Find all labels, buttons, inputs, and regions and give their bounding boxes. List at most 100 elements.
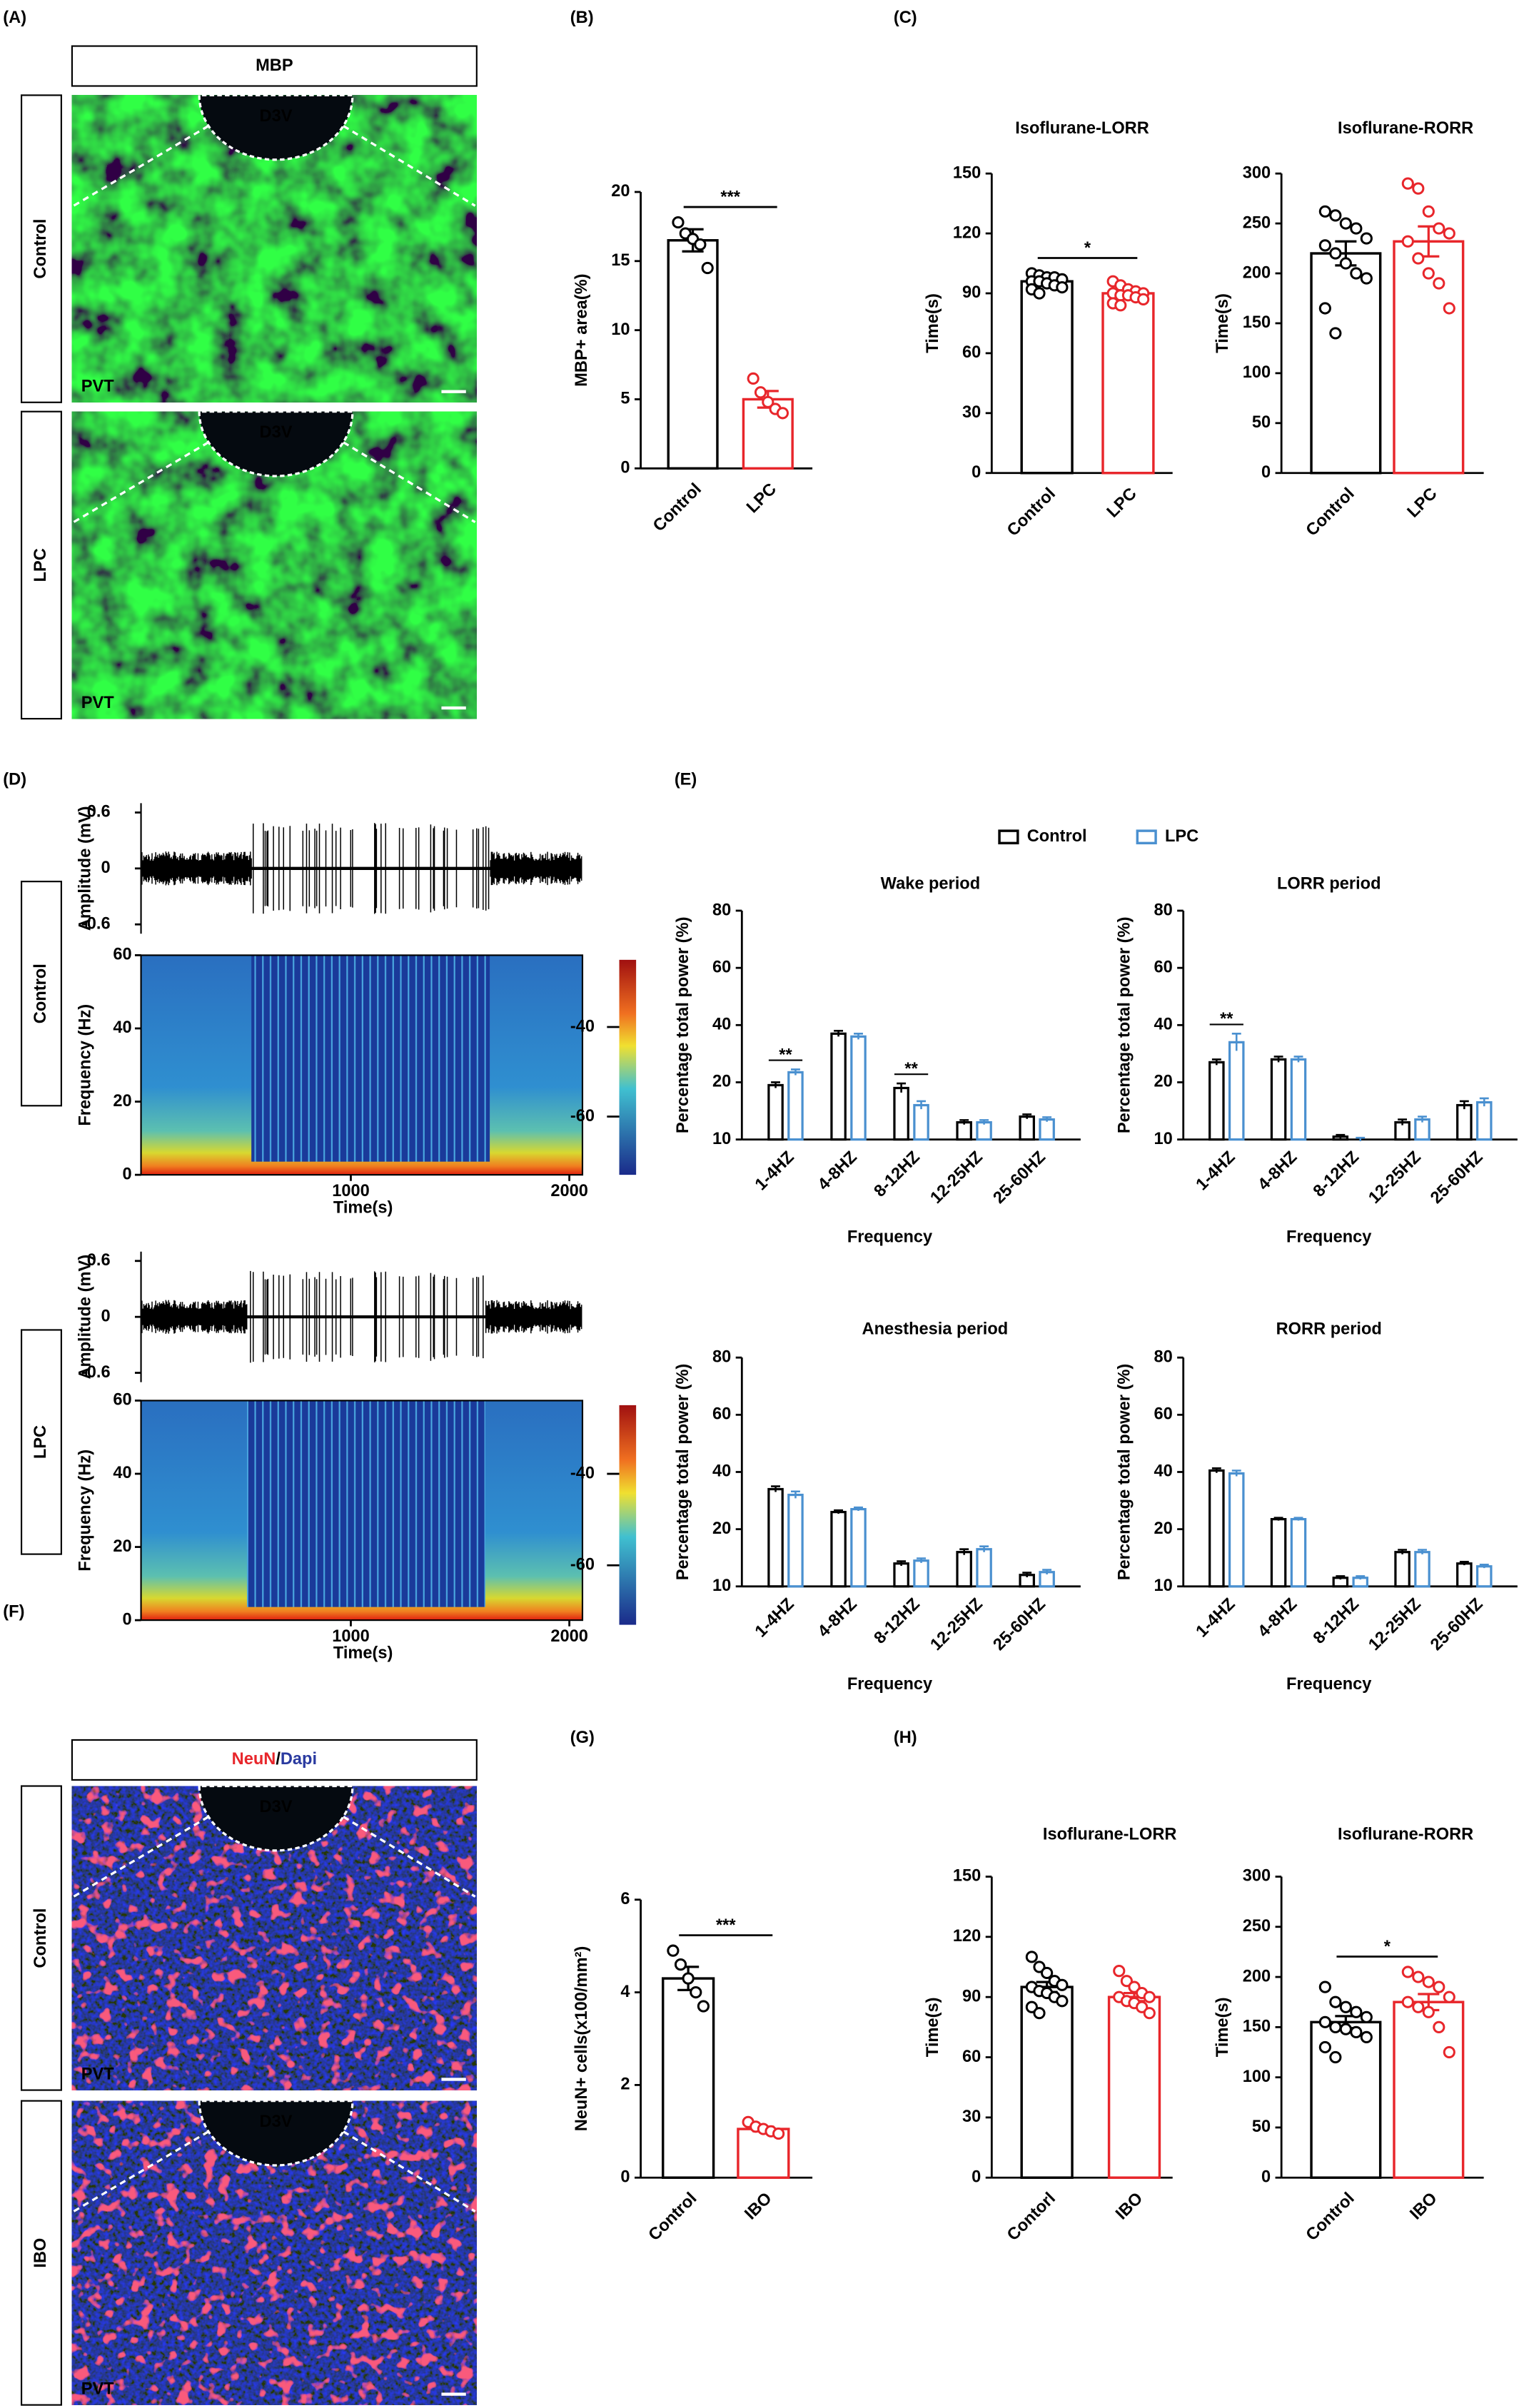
x-tick-label: Control [650, 480, 705, 535]
error-bar [1273, 1517, 1283, 1521]
bar [1107, 1995, 1161, 2179]
bar [1228, 1041, 1245, 1141]
data-point [1360, 232, 1373, 245]
colorbar-tick-label: -40 [570, 1017, 595, 1036]
bar [976, 1120, 992, 1141]
chart-title: Isoflurane-RORR [1338, 119, 1473, 138]
data-point [1143, 2007, 1156, 2020]
x-tick-label: LPC [1404, 485, 1441, 522]
y-axis-label: Percentage total power (%) [1115, 1364, 1134, 1581]
bar [976, 1548, 992, 1588]
data-point [1318, 2015, 1331, 2028]
x-tick-label: 12-25HZ [927, 1148, 986, 1207]
bar [1208, 1469, 1225, 1588]
y-tick-label: 40 [1154, 1462, 1172, 1481]
data-point [1329, 327, 1342, 340]
y-axis-label: Time(s) [1213, 293, 1232, 353]
y-tick-label: 150 [1243, 313, 1271, 332]
y-tick-label: 50 [1252, 2118, 1271, 2136]
x-tick-label: 1-4HZ [1193, 1595, 1239, 1641]
y-tick-label: 200 [1243, 263, 1271, 282]
region-label: D3V [260, 1798, 293, 1816]
bar [850, 1507, 867, 1588]
bar [1270, 1058, 1287, 1141]
x-tick-label: Control [645, 2189, 701, 2245]
time-tick-label: 1000 [332, 1627, 370, 1646]
x-tick-label: 12-25HZ [1365, 1595, 1424, 1654]
bar [1020, 280, 1074, 475]
x-tick-label: Contorl [1004, 2189, 1059, 2245]
amplitude-tick-label: 0 [101, 1307, 110, 1325]
data-point [1422, 205, 1435, 218]
data-point [1136, 2000, 1149, 2013]
error-bar [1398, 1118, 1408, 1125]
significance-label: *** [716, 1916, 736, 1935]
error-bar [1211, 1467, 1221, 1473]
significance-label: * [1384, 1938, 1391, 1956]
data-point [1339, 217, 1352, 230]
error-bar [791, 1490, 800, 1499]
error-bar [959, 1548, 969, 1555]
panel-label: (C) [894, 9, 917, 27]
colorbar [619, 1405, 637, 1625]
data-point [1056, 1995, 1069, 2008]
data-point [1443, 1990, 1455, 2003]
y-tick-label: 10 [712, 1577, 731, 1595]
y-tick-label: 0 [972, 2167, 981, 2186]
data-point [1318, 302, 1331, 315]
x-tick-label: 8-12HZ [1310, 1595, 1363, 1648]
frequency-tick-label: 0 [123, 1165, 132, 1183]
y-tick-label: 80 [1154, 901, 1172, 919]
significance-label: *** [720, 188, 740, 206]
x-tick-label: 1-4HZ [1193, 1148, 1239, 1194]
data-point [1401, 1995, 1414, 2008]
bar [667, 239, 719, 470]
bar [1310, 252, 1382, 475]
y-tick-label: 250 [1243, 1917, 1271, 1936]
y-tick-label: 120 [953, 1927, 981, 1946]
data-point [690, 1985, 702, 1999]
chart-title: RORR period [1276, 1320, 1382, 1339]
significance-label: ** [779, 1046, 792, 1064]
time-tick-label: 2000 [550, 1627, 588, 1646]
y-tick-label: 60 [1154, 1405, 1172, 1424]
data-point [1056, 1978, 1069, 1991]
bar [1020, 1985, 1074, 2179]
legend-label: Control [1027, 827, 1087, 846]
x-tick-label: 8-12HZ [1310, 1148, 1363, 1200]
x-axis-label: Frequency [1286, 1228, 1372, 1247]
data-point [1401, 235, 1414, 248]
frequency-tick-label: 20 [113, 1537, 131, 1556]
panel-label: (H) [894, 1729, 917, 1747]
panel-label: (A) [3, 9, 26, 27]
error-bar [1042, 1116, 1052, 1122]
amplitude-tick-label: 0 [101, 859, 110, 877]
bar [787, 1071, 804, 1141]
y-tick-label: 40 [712, 1016, 731, 1034]
bar [1414, 1118, 1430, 1141]
frequency-tick-label: 0 [123, 1610, 132, 1629]
y-tick-label: 0 [620, 459, 630, 477]
chart-title: LORR period [1277, 875, 1381, 894]
x-tick-label: Control [1303, 2189, 1358, 2245]
data-point [1143, 1990, 1156, 2003]
data-point [762, 395, 774, 408]
time-label: Time(s) [333, 1644, 393, 1663]
x-tick-label: 4-8HZ [814, 1595, 861, 1641]
y-tick-label: 20 [712, 1519, 731, 1538]
data-point [1025, 2000, 1038, 2013]
chart-title: Isoflurane-LORR [1015, 119, 1149, 138]
frequency-tick-label: 40 [113, 1464, 131, 1482]
bar [787, 1493, 804, 1588]
data-point [1339, 2000, 1352, 2013]
panel-label: (D) [3, 770, 26, 789]
data-point [747, 372, 760, 385]
y-axis-label: NeuN+ cells(x100/mm²) [572, 1946, 591, 2132]
y-axis-label: Percentage total power (%) [674, 1364, 692, 1581]
data-point [1401, 177, 1414, 190]
error-bar [1042, 1569, 1052, 1574]
data-point [1433, 1980, 1445, 1993]
data-point [776, 407, 789, 420]
bar [1414, 1551, 1430, 1588]
x-tick-label: Control [1303, 485, 1358, 540]
